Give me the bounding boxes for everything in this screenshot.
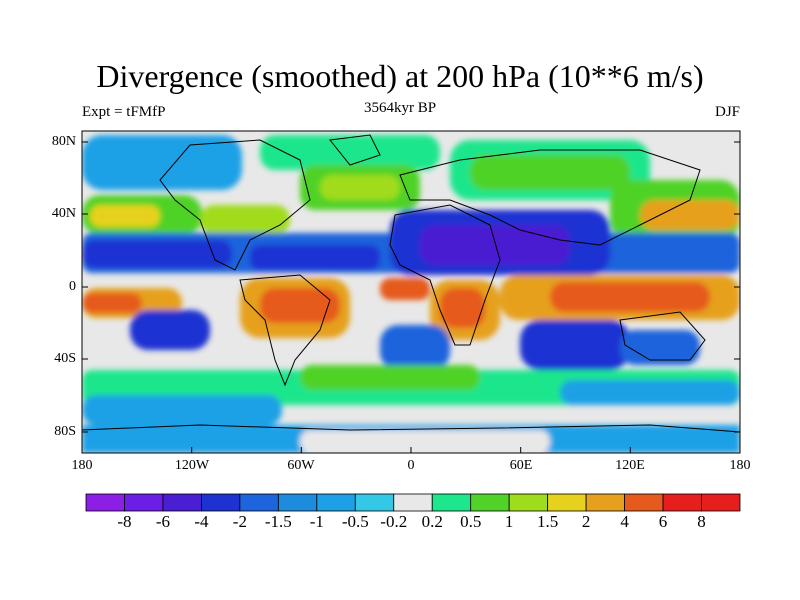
colorbar-label: -1.5 xyxy=(264,512,292,531)
coast-greenland xyxy=(329,134,381,166)
colorbar-swatch xyxy=(124,493,164,512)
colorbar-label: 1 xyxy=(504,512,514,531)
lon-tick-0: 0 xyxy=(407,458,415,473)
colorbar-swatch xyxy=(85,493,125,512)
colorbar-label: -4 xyxy=(194,512,209,531)
region-north-pacific-west-peak xyxy=(640,200,740,230)
colorbar-swatch xyxy=(701,493,741,512)
season-label: DJF xyxy=(714,104,740,120)
lat-tick-80n: 80N xyxy=(51,134,76,149)
region-africa-peak xyxy=(440,288,485,328)
colorbar-label: -6 xyxy=(155,512,171,531)
region-north-america-patch xyxy=(200,205,290,235)
colorbar-label: 1.5 xyxy=(537,512,559,531)
region-southern-atlantic-band xyxy=(300,365,480,390)
colorbar-swatch xyxy=(316,493,356,512)
coast-australia xyxy=(619,311,706,361)
coast-north-america xyxy=(159,139,311,271)
colorbar-swatch xyxy=(354,493,395,512)
lon-tick-120e: 120E xyxy=(615,458,645,473)
colorbar xyxy=(85,493,741,512)
region-north-atlantic-weak xyxy=(260,135,440,170)
lon-tick-60w: 60W xyxy=(287,458,315,473)
colorbar-label: 6 xyxy=(658,512,668,531)
region-southern-pacific-band xyxy=(82,395,282,425)
region-subtropical-pacific-core xyxy=(82,240,232,268)
colorbar-label: -1 xyxy=(309,512,324,531)
colorbar-swatch xyxy=(277,493,318,512)
colorbar-swatch xyxy=(585,493,625,512)
coast-eurasia xyxy=(399,149,701,246)
colorbar-label: 2 xyxy=(581,512,591,531)
lat-tick-0: 0 xyxy=(69,279,76,294)
colorbar-label: -0.5 xyxy=(341,512,369,531)
divergence-field xyxy=(82,131,740,453)
region-south-pacific-convergence xyxy=(130,310,210,350)
plot-title: Divergence (smoothed) at 200 hPa (10**6 … xyxy=(96,58,704,94)
region-gulf-of-guinea xyxy=(380,278,430,300)
colorbar-swatch xyxy=(239,493,279,512)
region-siberia-moderate xyxy=(470,155,630,190)
colorbar-label: -2 xyxy=(232,512,247,531)
colorbar-label: 4 xyxy=(620,512,629,531)
lon-tick-120w: 120W xyxy=(174,458,210,473)
region-atlantic-strong xyxy=(320,175,400,200)
region-south-atlantic-convergence xyxy=(380,325,450,370)
region-arctic-convergence xyxy=(82,135,242,190)
region-south-america-peak xyxy=(260,288,340,323)
colorbar-label: -8 xyxy=(117,512,132,531)
colorbar-swatch xyxy=(431,493,472,512)
colorbar-swatch xyxy=(624,493,664,512)
colorbar-swatch xyxy=(662,493,702,512)
region-caribbean-core xyxy=(250,245,380,270)
lon-tick-180e: 180 xyxy=(729,458,751,473)
colorbar-label: 8 xyxy=(697,512,706,531)
coast-antarctica xyxy=(82,424,740,433)
axis-ticks xyxy=(81,141,741,453)
region-maritime-continent-peak xyxy=(550,282,710,312)
coast-south-america xyxy=(239,274,331,387)
lon-tick-60e: 60E xyxy=(509,458,533,473)
colorbar-label: 0.2 xyxy=(421,512,443,531)
period-label: 3564kyr BP xyxy=(363,100,437,116)
lat-tick-40n: 40N xyxy=(51,206,76,221)
colorbar-label: -0.2 xyxy=(380,512,408,531)
lon-tick-180w: 180 xyxy=(71,458,93,473)
coast-africa xyxy=(389,204,501,346)
colorbar-swatch xyxy=(470,493,510,512)
region-central-pacific-peak xyxy=(82,293,142,313)
colorbar-swatch xyxy=(508,493,549,512)
region-southern-indian-band xyxy=(560,380,740,405)
region-australia-convergence xyxy=(620,330,700,365)
region-sahara-arabia-peak xyxy=(420,225,570,265)
colorbar-label: 0.5 xyxy=(460,512,482,531)
colorbar-swatch xyxy=(393,493,433,512)
coastlines xyxy=(82,134,740,433)
region-south-indian-convergence xyxy=(520,320,630,370)
region-antarctic-weak xyxy=(300,430,550,453)
colorbar-swatch xyxy=(162,493,202,512)
experiment-label: Expt = tFMfP xyxy=(82,104,166,120)
colorbar-swatch xyxy=(547,493,587,512)
colorbar-swatch xyxy=(201,493,241,512)
lat-tick-40s: 40S xyxy=(54,351,76,366)
region-north-pacific-east-peak xyxy=(90,205,160,227)
lat-tick-80s: 80S xyxy=(54,424,76,439)
